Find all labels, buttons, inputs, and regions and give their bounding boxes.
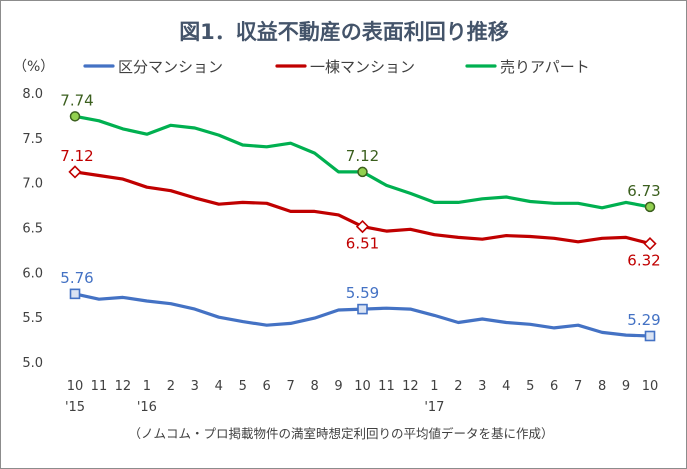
year-label: '16 [137, 400, 157, 415]
x-tick-label: 6 [263, 379, 271, 394]
y-tick-label: 8.0 [22, 87, 43, 102]
x-tick-label: 4 [215, 379, 223, 394]
data-label: 6.51 [346, 235, 379, 253]
chart-title: 図1．収益不動産の表面利回り推移 [179, 20, 509, 44]
legend: 区分マンション 一棟マンション 売りアパート [83, 58, 590, 76]
x-tick-label: 10 [67, 379, 84, 394]
x-tick-label: 11 [378, 379, 395, 394]
data-point [357, 303, 368, 315]
data-point [69, 111, 81, 122]
legend-entry: 区分マンション [118, 58, 223, 76]
x-tick-label: 10 [642, 379, 659, 394]
data-point [644, 201, 656, 213]
y-tick-label: 6.5 [22, 222, 43, 237]
x-tick-label: 7 [286, 379, 294, 394]
x-axis: 10 11 12 1 2 3 4 5 6 7 8 9 10 11 12 1 2 3 4 5 6 7 8 9 10'15'16'1… [65, 379, 658, 415]
y-axis: 8.0 7.5 7.0 6.5 6.0 5.5 5.0 [22, 87, 43, 371]
x-tick-label: 2 [167, 379, 175, 394]
data-label: 5.29 [627, 311, 660, 329]
y-tick-label: 5.0 [22, 356, 43, 371]
data-point [644, 330, 656, 342]
y-tick-label: 7.5 [22, 132, 43, 147]
x-tick-label: 8 [598, 379, 606, 394]
x-tick-label: 1 [143, 379, 151, 394]
data-label: 7.74 [60, 91, 93, 109]
data-label: 5.59 [346, 284, 379, 302]
data-point [69, 288, 81, 300]
x-tick-label: 11 [91, 379, 108, 394]
x-tick-label: 12 [402, 379, 419, 394]
data-label: 6.32 [627, 252, 660, 270]
legend-entry: 一棟マンション [310, 58, 415, 76]
data-label: 7.12 [60, 147, 93, 165]
data-label: 5.76 [60, 269, 93, 287]
data-point [643, 237, 657, 251]
x-tick-label: 9 [334, 379, 342, 394]
x-tick-label: 8 [310, 379, 318, 394]
x-tick-label: 1 [430, 379, 438, 394]
y-tick-label: 5.5 [22, 311, 43, 326]
x-tick-label: 3 [478, 379, 486, 394]
y-unit-label: （%） [13, 59, 54, 75]
data-label: 6.73 [627, 182, 660, 200]
x-tick-label: 4 [502, 379, 510, 394]
data-point [355, 219, 370, 234]
x-tick-label: 9 [622, 379, 630, 394]
x-tick-label: 5 [526, 379, 534, 394]
footnote: （ノムコム・プロ掲載物件の満室時想定利回りの平均値データを基に作成） [128, 426, 553, 441]
x-tick-label: 3 [191, 379, 199, 394]
x-tick-label: 7 [574, 379, 582, 394]
year-label: '15 [65, 400, 85, 415]
x-tick-label: 5 [239, 379, 247, 394]
y-tick-label: 7.0 [22, 177, 43, 192]
legend-entry: 売りアパート [500, 58, 590, 76]
x-tick-label: 10 [354, 379, 371, 394]
x-tick-label: 6 [550, 379, 558, 394]
y-tick-label: 6.0 [22, 266, 43, 281]
data-point [357, 166, 368, 178]
year-label: '17 [424, 400, 444, 415]
x-tick-label: 12 [115, 379, 132, 394]
data-point [68, 165, 82, 179]
data-label: 7.12 [346, 147, 379, 165]
x-tick-label: 2 [454, 379, 462, 394]
plot-area: 5.76 5.59 5.29 7.12 6.51 6.32 7.74 7.12 6.73 [60, 91, 661, 342]
